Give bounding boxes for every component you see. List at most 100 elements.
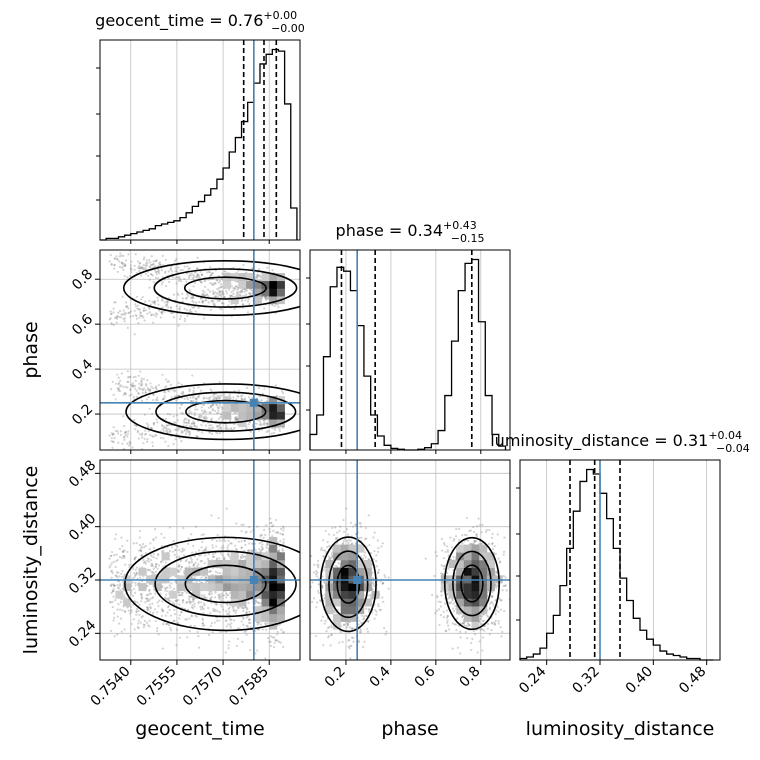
sample-point: [131, 581, 134, 584]
sample-point: [169, 626, 172, 630]
sample-point: [166, 306, 170, 309]
sample-point: [132, 385, 135, 388]
sample-point: [112, 595, 115, 598]
sample-point: [197, 394, 201, 397]
sample-point: [174, 276, 177, 279]
sample-point: [177, 591, 181, 594]
sample-point: [139, 548, 142, 552]
sample-point: [225, 596, 228, 599]
sample-point: [123, 320, 126, 323]
sample-point: [218, 289, 221, 293]
sample-point: [215, 279, 218, 282]
sample-point: [125, 259, 128, 262]
sample-point: [172, 619, 176, 623]
sample-point: [154, 592, 157, 595]
sample-point: [178, 593, 181, 597]
sample-point: [211, 272, 214, 275]
sample-point: [121, 545, 124, 548]
density-cell: [246, 403, 255, 412]
sample-point: [194, 614, 197, 617]
sample-point: [240, 606, 243, 609]
sample-point: [177, 324, 180, 327]
sample-point: [200, 297, 203, 300]
sample-point: [191, 297, 194, 300]
sample-point: [230, 290, 233, 294]
sample-point: [200, 546, 203, 549]
sample-point: [203, 549, 206, 552]
sample-point: [194, 408, 197, 411]
sample-point: [227, 304, 230, 307]
sample-point: [126, 326, 129, 330]
sample-point: [197, 602, 200, 605]
density-cell: [269, 296, 278, 305]
sample-point: [188, 561, 191, 565]
sample-point: [264, 622, 267, 625]
sample-point: [222, 546, 225, 549]
sample-point: [169, 413, 172, 416]
sample-point: [258, 548, 261, 551]
sample-point: [217, 593, 220, 596]
sample-point: [137, 307, 140, 311]
sample-point: [237, 395, 240, 398]
sample-point: [221, 554, 224, 557]
sample-point: [171, 601, 175, 604]
sample-point: [111, 433, 114, 436]
sample-point: [162, 623, 165, 626]
sample-point: [140, 315, 143, 318]
sample-point: [263, 307, 266, 310]
sample-point: [188, 389, 191, 392]
sample-point: [122, 549, 125, 552]
sample-point: [126, 305, 129, 308]
sample-point: [135, 610, 138, 613]
sample-point: [204, 279, 207, 282]
sample-point: [207, 552, 210, 556]
sample-point: [235, 418, 238, 421]
sample-point: [165, 378, 168, 381]
sample-point: [245, 530, 248, 533]
sample-point: [248, 648, 252, 652]
sample-point: [175, 581, 178, 584]
sample-point: [160, 283, 164, 286]
sample-point: [142, 559, 145, 562]
sample-point: [233, 423, 236, 426]
sample-point: [142, 575, 145, 578]
sample-point: [207, 396, 210, 400]
sample-point: [146, 584, 149, 587]
sample-point: [118, 315, 121, 319]
sample-point: [180, 550, 183, 553]
sample-point: [202, 403, 205, 407]
sample-point: [110, 554, 113, 558]
sample-point: [181, 549, 185, 552]
sample-point: [156, 396, 159, 399]
sample-point: [137, 266, 140, 269]
sample-point: [188, 432, 191, 435]
sample-point: [112, 589, 115, 592]
sample-point: [122, 550, 125, 553]
sample-point: [218, 404, 222, 407]
sample-point: [190, 606, 193, 609]
sample-point: [216, 288, 219, 291]
sample-point: [200, 560, 203, 563]
sample-point: [249, 626, 253, 629]
sample-point: [241, 295, 244, 298]
sample-point: [114, 316, 117, 320]
sample-point: [178, 406, 182, 410]
sample-point: [166, 300, 169, 304]
sample-point: [213, 609, 216, 613]
sample-point: [154, 270, 157, 273]
sample-point: [108, 566, 111, 569]
sample-point: [274, 639, 278, 642]
sample-point: [144, 272, 148, 276]
sample-point: [230, 285, 233, 288]
sample-point: [160, 608, 163, 611]
sample-point: [193, 275, 196, 278]
sample-point: [206, 557, 210, 561]
sample-point: [156, 421, 159, 424]
sample-point: [254, 276, 257, 279]
sample-point: [181, 431, 184, 434]
sample-point: [126, 435, 129, 438]
sample-point: [215, 619, 219, 622]
sample-point: [163, 395, 166, 398]
sample-point: [254, 549, 257, 552]
sample-point: [202, 397, 205, 400]
